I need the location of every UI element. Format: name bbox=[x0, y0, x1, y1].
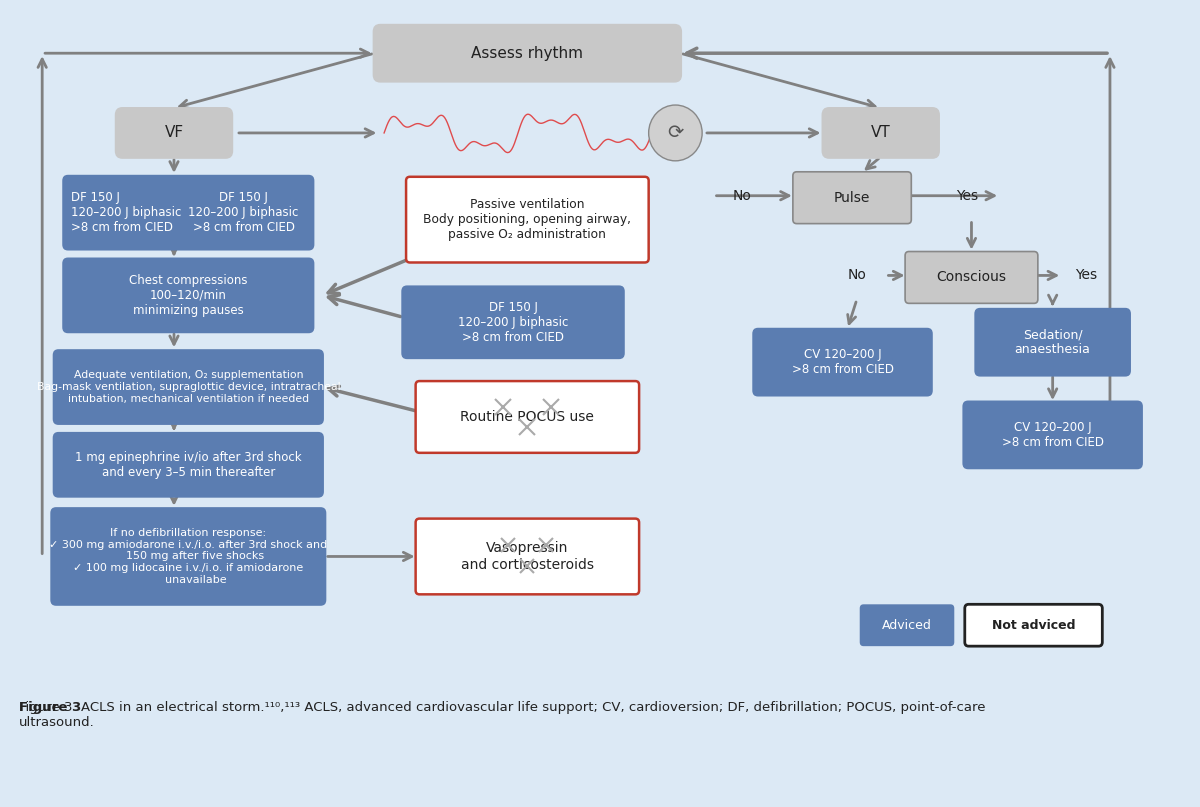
Text: DF 150 J
120–200 J biphasic
>8 cm from CIED: DF 150 J 120–200 J biphasic >8 cm from C… bbox=[458, 301, 569, 344]
Text: Not adviced: Not adviced bbox=[992, 619, 1075, 632]
Text: DF 150 J
120–200 J biphasic
>8 cm from CIED: DF 150 J 120–200 J biphasic >8 cm from C… bbox=[188, 191, 299, 234]
FancyBboxPatch shape bbox=[415, 519, 640, 594]
Text: DF 150 J
120–200 J biphasic
>8 cm from CIED: DF 150 J 120–200 J biphasic >8 cm from C… bbox=[71, 191, 181, 234]
Text: Vasopressin
and corticosteroids: Vasopressin and corticosteroids bbox=[461, 541, 594, 571]
FancyBboxPatch shape bbox=[62, 175, 314, 250]
Text: Sedation/
anaesthesia: Sedation/ anaesthesia bbox=[1015, 328, 1091, 356]
Text: Chest compressions
100–120/min
minimizing pauses: Chest compressions 100–120/min minimizin… bbox=[130, 274, 247, 317]
Text: Adequate ventilation, O₂ supplementation
Bag-mask ventilation, supraglottic devi: Adequate ventilation, O₂ supplementation… bbox=[36, 370, 340, 404]
Text: VT: VT bbox=[871, 125, 890, 140]
Text: Pulse: Pulse bbox=[834, 190, 870, 205]
Text: No: No bbox=[847, 269, 866, 282]
Text: No: No bbox=[733, 189, 751, 203]
Text: Figure 3  ACLS in an electrical storm.¹¹⁰,¹¹³ ACLS, advanced cardiovascular life: Figure 3 ACLS in an electrical storm.¹¹⁰… bbox=[19, 701, 985, 729]
Text: Yes: Yes bbox=[955, 189, 978, 203]
Text: If no defibrillation response:
✓ 300 mg amiodarone i.v./i.o. after 3rd shock and: If no defibrillation response: ✓ 300 mg … bbox=[49, 529, 328, 585]
Text: Passive ventilation
Body positioning, opening airway,
passive O₂ administration: Passive ventilation Body positioning, op… bbox=[424, 199, 631, 241]
FancyBboxPatch shape bbox=[415, 381, 640, 453]
FancyBboxPatch shape bbox=[62, 257, 314, 333]
Text: ⟳: ⟳ bbox=[667, 123, 684, 142]
FancyBboxPatch shape bbox=[50, 507, 326, 606]
Circle shape bbox=[649, 105, 702, 161]
Text: Figure 3: Figure 3 bbox=[19, 701, 82, 714]
FancyBboxPatch shape bbox=[859, 604, 954, 646]
Text: Yes: Yes bbox=[1075, 269, 1097, 282]
FancyBboxPatch shape bbox=[53, 349, 324, 425]
FancyBboxPatch shape bbox=[53, 432, 324, 498]
FancyBboxPatch shape bbox=[115, 107, 233, 159]
Text: 1 mg epinephrine iv/io after 3rd shock
and every 3–5 min thereafter: 1 mg epinephrine iv/io after 3rd shock a… bbox=[76, 451, 301, 479]
FancyBboxPatch shape bbox=[974, 307, 1130, 377]
FancyBboxPatch shape bbox=[962, 400, 1142, 470]
Text: Routine POCUS use: Routine POCUS use bbox=[461, 410, 594, 424]
Text: Conscious: Conscious bbox=[936, 270, 1007, 284]
FancyBboxPatch shape bbox=[752, 328, 932, 396]
Text: Assess rhythm: Assess rhythm bbox=[472, 46, 583, 61]
Text: CV 120–200 J
>8 cm from CIED: CV 120–200 J >8 cm from CIED bbox=[792, 348, 894, 376]
FancyBboxPatch shape bbox=[905, 252, 1038, 303]
FancyBboxPatch shape bbox=[401, 286, 625, 359]
FancyBboxPatch shape bbox=[793, 172, 911, 224]
FancyBboxPatch shape bbox=[822, 107, 940, 159]
FancyBboxPatch shape bbox=[965, 604, 1103, 646]
Text: CV 120–200 J
>8 cm from CIED: CV 120–200 J >8 cm from CIED bbox=[1002, 421, 1104, 449]
FancyBboxPatch shape bbox=[373, 24, 682, 82]
FancyBboxPatch shape bbox=[406, 177, 649, 262]
Text: Adviced: Adviced bbox=[882, 619, 931, 632]
Text: VF: VF bbox=[164, 125, 184, 140]
